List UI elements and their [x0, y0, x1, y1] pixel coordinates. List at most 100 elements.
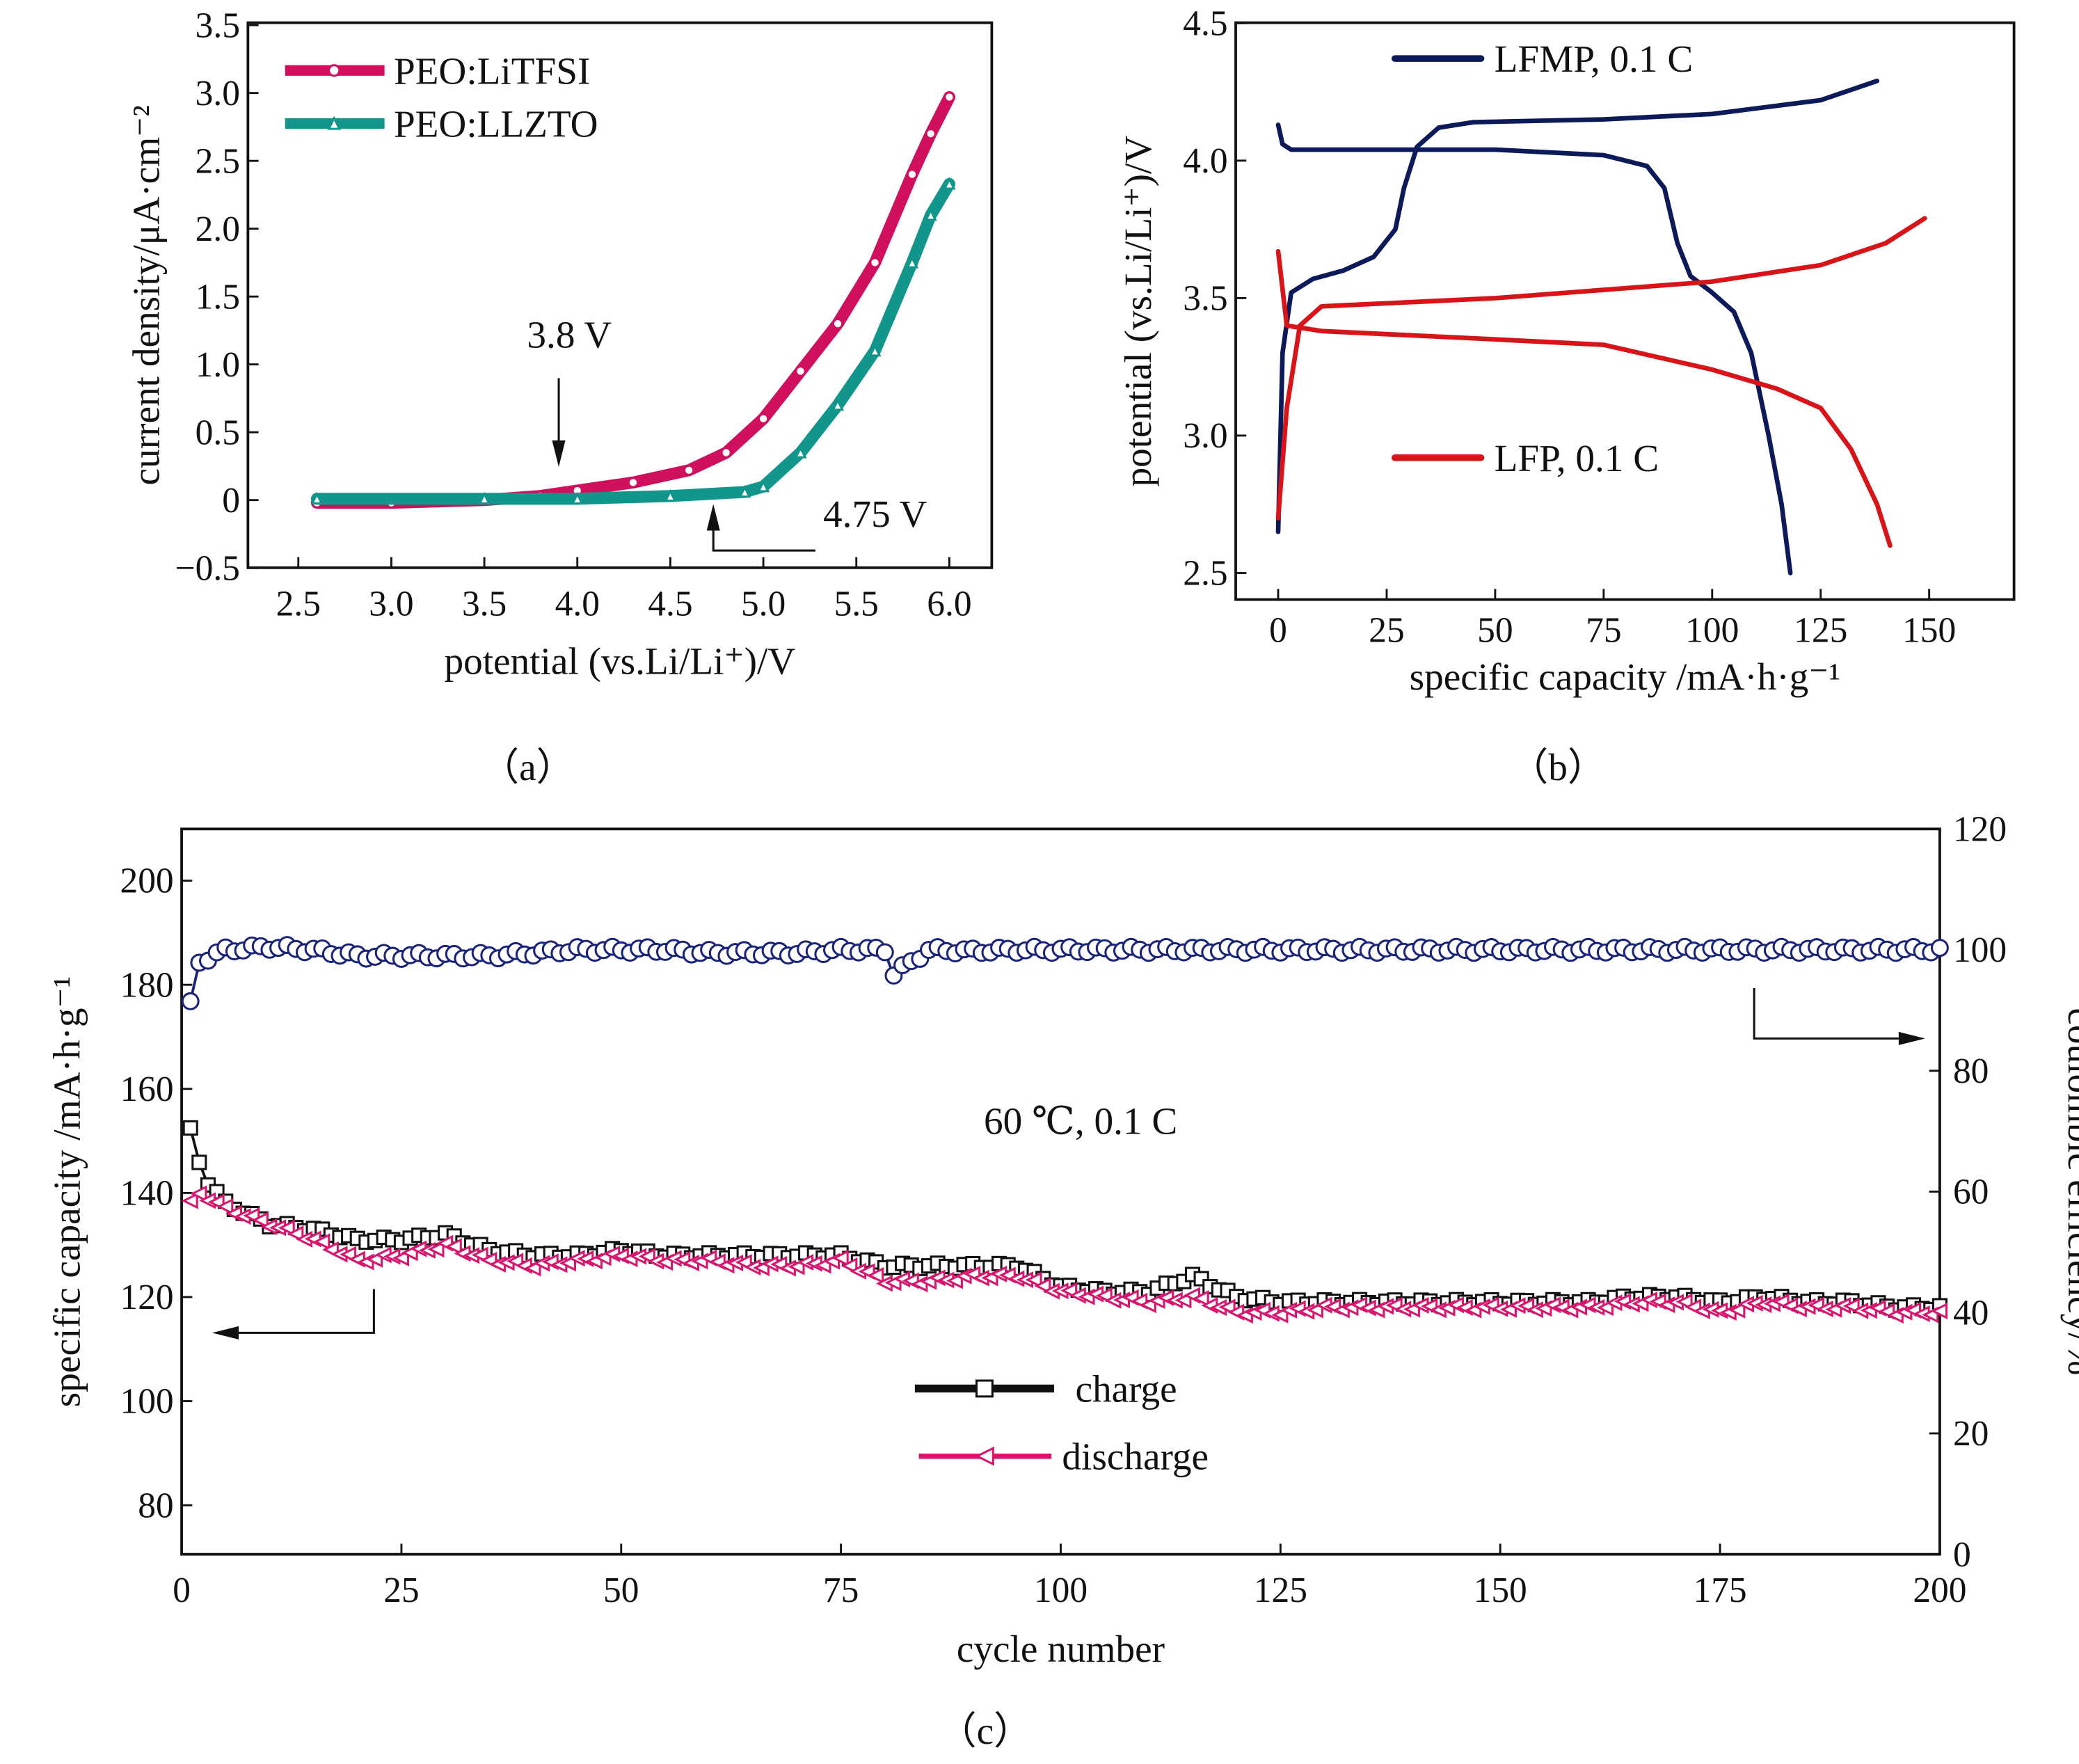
x-tick-label: 150 — [1902, 611, 1956, 651]
legend-label: discharge — [1062, 1436, 1209, 1478]
x-tick-label: 25 — [1369, 611, 1404, 651]
data-point — [627, 477, 639, 488]
x-tick-label: 125 — [1254, 1571, 1307, 1610]
y-tick-label: 4.5 — [1183, 3, 1227, 43]
legend-marker — [975, 1446, 994, 1466]
data-point — [664, 488, 677, 502]
legend-marker — [327, 116, 342, 130]
data-point — [905, 255, 919, 269]
legend-label: PEO:LLZTO — [394, 103, 598, 145]
x-tick-label: 75 — [1586, 611, 1621, 651]
data-point — [1034, 1277, 1051, 1294]
panel-c-caption: （c） — [938, 1710, 1032, 1752]
y2-tick-label: 40 — [1953, 1293, 1989, 1333]
data-point — [1675, 1293, 1693, 1310]
x-tick-label: 75 — [823, 1571, 859, 1610]
x-axis-label: cycle number — [957, 1628, 1165, 1670]
x-tick-label: 0 — [173, 1571, 191, 1610]
y-axis-label: specific capacity /mA·h·g⁻¹ — [45, 976, 88, 1407]
x-axis-label: potential (vs.Li/Li⁺)/V — [444, 639, 795, 682]
data-point — [191, 1154, 207, 1170]
x-tick-label: 125 — [1794, 611, 1847, 651]
data-point — [906, 168, 918, 180]
data-point — [190, 1185, 207, 1202]
x-tick-label: 25 — [383, 1571, 419, 1610]
x-tick-label: 5.0 — [741, 584, 786, 623]
y2-tick-label: 60 — [1953, 1173, 1989, 1212]
discharge-curve-LFMP, 0.1 C — [1275, 122, 1793, 575]
y-tick-label: −0.5 — [175, 548, 240, 588]
data-point — [278, 1219, 295, 1237]
data-point — [831, 317, 844, 330]
data-point — [1728, 1301, 1746, 1319]
x-tick-label: 4.5 — [648, 584, 692, 623]
plot-frame — [1234, 21, 2016, 601]
data-point — [738, 484, 751, 498]
y-tick-label: 2.5 — [1183, 554, 1227, 594]
data-point — [756, 479, 770, 493]
data-point — [868, 344, 882, 357]
y-tick-label: 2.5 — [196, 141, 240, 181]
data-point — [841, 1257, 858, 1275]
annotation-arrow — [712, 523, 815, 552]
data-point — [925, 127, 937, 140]
data-point — [1025, 1271, 1042, 1289]
y2-tick-label: 100 — [1953, 930, 2007, 970]
data-point — [720, 447, 732, 459]
x-tick-label: 3.5 — [462, 584, 507, 623]
data-point — [943, 91, 955, 103]
charge-curve-LFMP, 0.1 C — [1275, 78, 1880, 534]
plot-frame — [246, 21, 994, 569]
y2-axis-label: coulombic efficiency/% — [2060, 1008, 2079, 1375]
arrow-head — [552, 440, 566, 468]
data-point — [471, 1246, 488, 1264]
annotation-label: 60 ℃, 0.1 C — [984, 1100, 1177, 1143]
data-point — [757, 413, 770, 424]
x-tick-label: 0 — [1269, 611, 1287, 651]
y-tick-label: 160 — [120, 1070, 173, 1109]
data-point — [427, 1241, 445, 1258]
y-tick-label: 3.5 — [196, 6, 240, 45]
left-axis-arrow — [239, 1289, 375, 1334]
y-tick-label: 0.5 — [196, 413, 240, 452]
data-point — [831, 398, 845, 411]
legend-label: PEO:LiTFSI — [394, 49, 590, 92]
y-tick-label: 0 — [222, 481, 240, 521]
x-tick-label: 6.0 — [927, 584, 971, 623]
discharge-curve-LFP, 0.1 C — [1275, 248, 1893, 548]
y-axis-label: current density/μA·cm⁻² — [125, 105, 168, 485]
right-axis-arrow — [1753, 987, 1899, 1040]
data-point — [181, 992, 200, 1010]
legend-label: charge — [1075, 1368, 1177, 1411]
x-tick-label: 175 — [1693, 1571, 1746, 1610]
arrow-head — [212, 1326, 239, 1340]
y-tick-label: 140 — [120, 1174, 173, 1214]
y-tick-label: 1.0 — [196, 345, 240, 385]
charge-curve-LFP, 0.1 C — [1275, 216, 1927, 521]
y-tick-label: 200 — [120, 861, 173, 901]
data-point — [571, 491, 584, 504]
legend-marker — [328, 64, 341, 77]
arrow-head — [1898, 1031, 1925, 1045]
data-point — [310, 491, 324, 504]
panel-a-chart: 2.5 3.0 3.5 4.0 4.5 5.0 5.5 6.0 −0.5 0 0.5 1.0 1.5 2.… — [125, 6, 994, 682]
x-tick-label: 5.5 — [834, 584, 879, 623]
y2-tick-label: 20 — [1953, 1414, 1989, 1454]
y2-tick-label: 80 — [1953, 1051, 1989, 1091]
y-tick-label: 1.5 — [196, 277, 240, 317]
data-point — [287, 1225, 304, 1243]
y2-tick-label: 0 — [1953, 1535, 1971, 1575]
y-tick-label: 2.0 — [196, 209, 240, 249]
data-point — [182, 1120, 198, 1136]
legend-marker — [975, 1379, 994, 1398]
data-point — [445, 1238, 462, 1255]
y-tick-label: 3.0 — [1183, 416, 1227, 456]
annotation-label: 3.8 V — [527, 314, 612, 356]
data-point — [251, 1211, 269, 1229]
data-point — [869, 257, 881, 269]
x-tick-label: 50 — [1477, 611, 1513, 651]
x-tick-label: 150 — [1474, 1571, 1527, 1610]
data-point — [1930, 939, 1949, 958]
panel-b-caption: （b） — [1510, 746, 1606, 788]
